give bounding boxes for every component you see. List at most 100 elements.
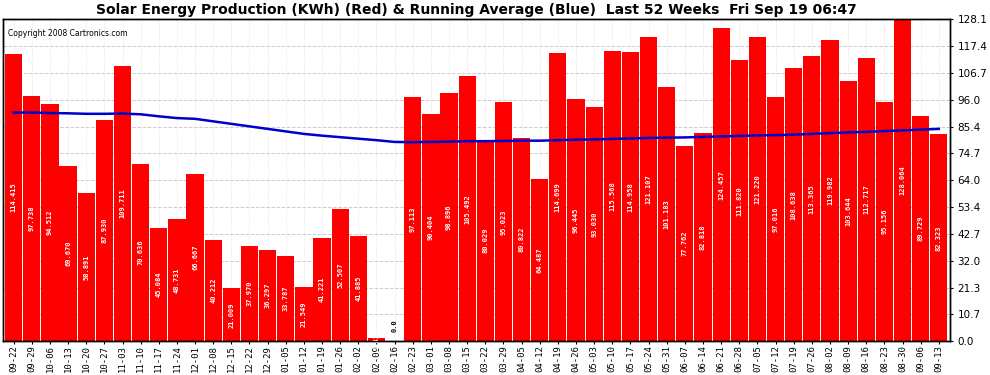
Text: 70.636: 70.636 (138, 240, 144, 265)
Bar (567, 99, 585, 341)
Text: 58.891: 58.891 (83, 255, 89, 280)
Bar (150, 228, 167, 341)
Text: 41.221: 41.221 (319, 277, 325, 302)
Text: 101.183: 101.183 (663, 199, 669, 229)
Text: 121.107: 121.107 (645, 174, 651, 204)
Text: 69.670: 69.670 (65, 241, 71, 266)
Text: 82.818: 82.818 (700, 224, 706, 250)
Text: 77.762: 77.762 (682, 231, 688, 256)
Bar (23, 96, 41, 341)
Bar (822, 40, 839, 341)
Bar (241, 246, 258, 341)
Bar (495, 102, 512, 341)
Text: 37.970: 37.970 (247, 281, 252, 306)
Text: 66.667: 66.667 (192, 244, 198, 270)
Text: 114.958: 114.958 (628, 182, 634, 212)
Bar (803, 56, 821, 341)
Text: 89.729: 89.729 (918, 216, 924, 241)
Title: Solar Energy Production (KWh) (Red) & Running Average (Blue)  Last 52 Weeks  Fri: Solar Energy Production (KWh) (Red) & Ru… (96, 3, 856, 17)
Text: 1.413: 1.413 (373, 329, 379, 350)
Text: 21.009: 21.009 (229, 302, 235, 327)
Bar (59, 166, 76, 341)
Text: 96.445: 96.445 (573, 207, 579, 233)
Text: 87.930: 87.930 (101, 218, 107, 243)
Text: 103.644: 103.644 (845, 196, 851, 226)
Bar (531, 179, 548, 341)
Text: 97.016: 97.016 (772, 207, 778, 232)
Bar (295, 287, 313, 341)
Text: 80.029: 80.029 (482, 228, 488, 254)
Bar (694, 133, 712, 341)
Text: 97.738: 97.738 (29, 206, 35, 231)
Text: 124.457: 124.457 (718, 170, 724, 200)
Text: 41.885: 41.885 (355, 276, 361, 302)
Text: 108.638: 108.638 (791, 190, 797, 220)
Bar (5, 54, 23, 341)
Bar (857, 58, 875, 341)
Text: 40.212: 40.212 (210, 278, 216, 303)
Text: 121.220: 121.220 (754, 174, 760, 204)
Bar (676, 146, 693, 341)
Bar (840, 81, 856, 341)
Text: 64.487: 64.487 (537, 248, 543, 273)
Bar (658, 87, 675, 341)
Bar (114, 66, 131, 341)
Bar (277, 256, 294, 341)
Bar (423, 114, 440, 341)
Bar (604, 51, 621, 341)
Bar (748, 37, 766, 341)
Bar (186, 174, 204, 341)
Bar (168, 219, 185, 341)
Text: 119.982: 119.982 (827, 176, 833, 206)
Text: 114.699: 114.699 (554, 182, 561, 212)
Bar (767, 98, 784, 341)
Bar (42, 104, 58, 341)
Bar (314, 238, 331, 341)
Bar (731, 60, 747, 341)
Bar (549, 53, 566, 341)
Text: 112.717: 112.717 (863, 185, 869, 214)
Text: 128.064: 128.064 (900, 165, 906, 195)
Bar (368, 338, 385, 341)
Text: 111.820: 111.820 (737, 186, 742, 216)
Bar (477, 140, 494, 341)
Text: 95.156: 95.156 (881, 209, 887, 234)
Bar (785, 68, 802, 341)
Text: 94.512: 94.512 (47, 210, 52, 235)
Bar (332, 209, 348, 341)
Text: 0.0: 0.0 (392, 320, 398, 333)
Bar (441, 93, 457, 341)
Bar (912, 116, 930, 341)
Text: 90.404: 90.404 (428, 215, 434, 240)
Text: 48.731: 48.731 (174, 267, 180, 293)
Text: 21.549: 21.549 (301, 302, 307, 327)
Text: 98.896: 98.896 (446, 204, 452, 230)
Text: 105.492: 105.492 (464, 194, 470, 224)
Text: 114.415: 114.415 (11, 183, 17, 212)
Text: 82.323: 82.323 (936, 225, 941, 251)
Text: 115.568: 115.568 (609, 181, 616, 211)
Bar (894, 20, 911, 341)
Bar (876, 102, 893, 341)
Text: 109.711: 109.711 (120, 189, 126, 218)
Bar (622, 53, 640, 341)
Text: 33.787: 33.787 (283, 286, 289, 312)
Bar (458, 76, 476, 341)
Text: 45.084: 45.084 (155, 272, 161, 297)
Bar (132, 164, 149, 341)
Bar (259, 250, 276, 341)
Text: 113.365: 113.365 (809, 184, 815, 214)
Bar (931, 134, 947, 341)
Text: 93.030: 93.030 (591, 211, 597, 237)
Bar (585, 108, 603, 341)
Text: 36.297: 36.297 (264, 283, 270, 308)
Text: 95.023: 95.023 (501, 209, 507, 234)
Text: 97.113: 97.113 (410, 206, 416, 232)
Bar (713, 28, 730, 341)
Text: Copyright 2008 Cartronics.com: Copyright 2008 Cartronics.com (8, 29, 127, 38)
Text: 52.507: 52.507 (338, 262, 344, 288)
Bar (404, 97, 422, 341)
Bar (513, 138, 531, 341)
Bar (223, 288, 240, 341)
Bar (640, 37, 657, 341)
